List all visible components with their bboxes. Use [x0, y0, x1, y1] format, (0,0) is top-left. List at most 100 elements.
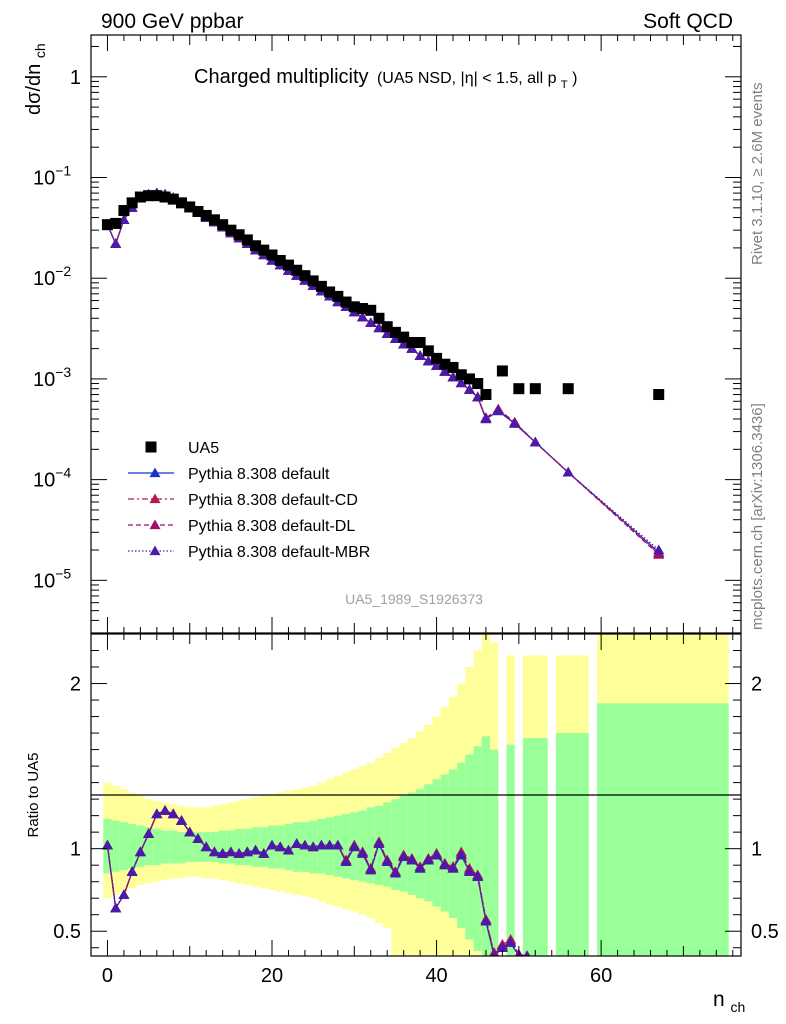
data-point [134, 191, 146, 203]
data-point [291, 264, 303, 276]
ratio-series-marker [348, 841, 360, 852]
ratio-band-green [341, 813, 351, 879]
ratio-ytick-label-right: 2 [751, 674, 762, 696]
data-point [653, 389, 665, 401]
main-series-marker [365, 317, 377, 328]
legend-marker [149, 545, 161, 556]
ratio-band-green [358, 810, 367, 882]
ratio-band-green [407, 792, 416, 895]
data-point [217, 219, 229, 231]
main-series-marker [357, 311, 369, 322]
ratio-band-green [185, 832, 194, 862]
data-point [562, 383, 574, 395]
data-point [513, 383, 525, 395]
data-point [381, 321, 393, 333]
ratio-series-marker [118, 889, 130, 900]
ratio-series-marker [282, 844, 294, 855]
data-point [529, 383, 541, 395]
ratio-band-green [193, 832, 203, 862]
ratio-series-line [106, 809, 528, 956]
data-point [192, 205, 204, 217]
ratio-band-green [457, 762, 466, 928]
main-series-layer [101, 187, 665, 559]
ratio-series-marker [447, 862, 459, 873]
ratio-xlabel-sub: ch [731, 999, 746, 1015]
ratio-band-green [465, 754, 474, 940]
header-category-label: Soft QCD [643, 10, 733, 33]
data-point [200, 209, 212, 221]
data-point [233, 229, 245, 241]
data-point [315, 280, 327, 292]
data-point [143, 190, 155, 202]
ratio-series-marker [381, 856, 393, 867]
ratio-series-marker [217, 848, 229, 858]
main-ytick-base: 10 [33, 470, 55, 492]
main-ytick-exp: −2 [55, 263, 71, 279]
data-point [184, 201, 196, 213]
ratio-series-marker [200, 841, 212, 852]
ratio-series-marker [414, 862, 426, 873]
data-point [159, 191, 171, 203]
main-ytick-label: 10−4 [33, 465, 71, 492]
plot-title: Charged multiplicity (UA5 NSD, |η| < 1.5… [194, 66, 577, 92]
data-point [439, 358, 451, 370]
mcplots-credit-label: mcplots.cern.ch [arXiv:1306.3436] [749, 403, 766, 630]
main-ytick-label: 10−2 [33, 263, 71, 290]
ratio-band-green [490, 749, 499, 956]
header-energy-label: 900 GeV ppbar [101, 10, 243, 33]
main-ytick-base: 10 [33, 369, 55, 391]
data-point [250, 240, 262, 252]
ratio-series-marker [340, 856, 352, 867]
main-panel: 110−110−210−310−410−5 Charged multiplici… [23, 34, 742, 634]
data-point [110, 217, 122, 229]
ratio-band-green [416, 789, 425, 899]
ratio-band-green [522, 738, 548, 956]
ratio-band-green [169, 830, 178, 864]
data-point [101, 219, 113, 231]
main-series-marker [414, 350, 426, 360]
data-point [307, 275, 319, 287]
main-ytick-exp: −5 [55, 565, 71, 581]
ratio-ytick-label-right: 0.5 [751, 921, 779, 943]
main-series-marker [529, 436, 541, 447]
ratio-panel: 0.5 0.51 12 20 20 40 60 Ratio to UA5 n ch [25, 633, 779, 1015]
data-point [398, 331, 410, 343]
main-ytick-base: 10 [33, 268, 55, 290]
ratio-series-marker [398, 851, 410, 862]
data-point [340, 296, 352, 308]
main-ytick-label: 10−5 [33, 565, 71, 592]
ratio-ytick-label: 0.5 [53, 921, 81, 943]
data-point [266, 249, 278, 261]
data-point [299, 270, 311, 282]
data-point [431, 352, 443, 364]
ratio-series-marker [192, 833, 204, 843]
ratio-ytick-label: 2 [70, 674, 81, 696]
ratio-series-marker [110, 902, 122, 913]
main-series-marker [509, 418, 521, 428]
ratio-series-marker [472, 871, 484, 881]
ratio-series-marker [101, 839, 113, 850]
ratio-series-marker [365, 864, 377, 875]
main-ytick-label: 1 [70, 67, 81, 89]
ratio-band-green [234, 828, 244, 866]
ratio-series-marker [463, 866, 475, 876]
ratio-series-marker [250, 844, 262, 855]
ratio-band-green [177, 832, 186, 864]
main-ytick-base: 10 [33, 168, 55, 190]
ratio-band-green [218, 830, 227, 864]
main-series-marker [492, 405, 504, 416]
ratio-series-marker [373, 838, 385, 848]
ratio-ylabel: Ratio to UA5 [25, 752, 42, 837]
ratio-series-marker [324, 839, 336, 850]
ratio-band-green [448, 769, 458, 919]
main-ylabel: dσ/dn ch [23, 43, 48, 115]
ratio-series-marker [258, 848, 270, 858]
ratio-series-marker [315, 839, 327, 850]
data-point [225, 224, 237, 236]
main-ytick-base: 10 [33, 570, 55, 592]
ratio-series-marker [491, 950, 498, 956]
data-point [422, 345, 434, 357]
ratio-series-marker [176, 815, 188, 825]
ratio-series-marker [143, 828, 155, 838]
